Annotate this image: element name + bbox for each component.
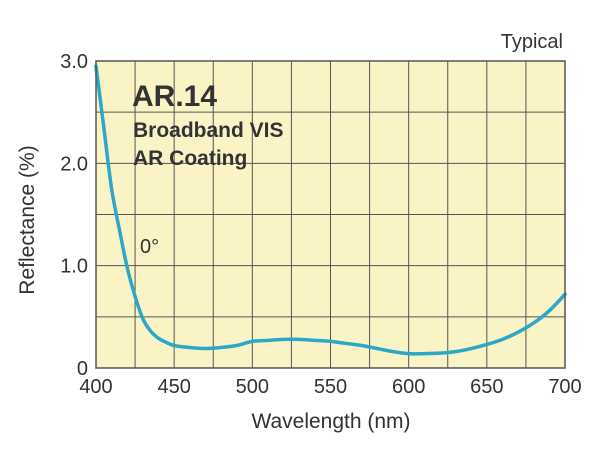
typical-note: Typical: [501, 31, 563, 53]
chart-title: AR.14: [132, 80, 217, 113]
x-tick-label: 450: [157, 376, 190, 398]
y-tick-label: 3.0: [60, 51, 88, 73]
x-tick-label: 400: [79, 376, 112, 398]
y-tick-label: 2.0: [60, 153, 88, 175]
x-tick-label: 550: [314, 376, 347, 398]
y-axis-ticks: 0 1.0 2.0 3.0: [60, 51, 88, 380]
series-label-0deg: 0°: [140, 236, 159, 258]
plot-frame: [95, 60, 566, 369]
x-tick-label: 500: [236, 376, 269, 398]
y-tick-label: 0: [77, 358, 88, 380]
x-axis-ticks: 400 450 500 550 600 650 700: [79, 376, 581, 398]
x-tick-label: 650: [470, 376, 503, 398]
chart-subtitle-line-1: Broadband VIS: [133, 119, 284, 142]
series-line-0deg: [94, 64, 567, 356]
y-axis-label: Reflectance (%): [16, 145, 39, 294]
chart-subtitle-line-2: AR Coating: [133, 147, 247, 170]
grid-lines: [96, 61, 565, 368]
x-tick-label: 700: [548, 376, 581, 398]
x-axis-label: Wavelength (nm): [251, 410, 410, 433]
x-tick-label: 600: [392, 376, 425, 398]
y-tick-label: 1.0: [60, 256, 88, 278]
